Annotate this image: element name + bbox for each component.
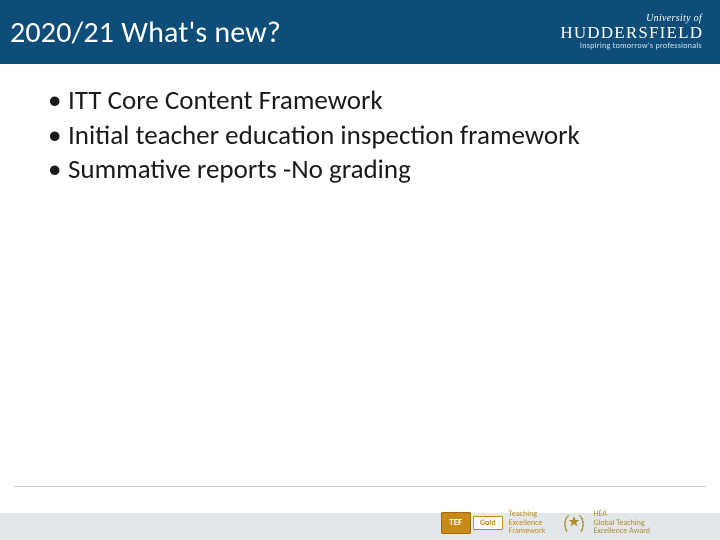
logo-wordmark: HUDDERSFIELD xyxy=(560,24,702,42)
laurel-icon xyxy=(561,510,587,536)
tef-text: Teaching Excellence Framework xyxy=(509,510,546,535)
bullet-list: ITT Core Content Framework Initial teach… xyxy=(48,84,692,188)
tef-gold-label: Gold xyxy=(473,516,503,530)
hea-badge: HEA Global Teaching Excellence Award xyxy=(561,510,650,536)
hea-text: HEA Global Teaching Excellence Award xyxy=(593,510,650,535)
header-bar: 2020/21 What's new? University of HUDDER… xyxy=(0,0,720,64)
list-item: Summative reports -No grading xyxy=(48,153,692,188)
page-title: 2020/21 What's new? xyxy=(10,14,281,51)
university-logo: University of HUDDERSFIELD Inspiring tom… xyxy=(560,14,702,51)
tef-box-icon: TEF xyxy=(441,512,471,534)
slide-body: ITT Core Content Framework Initial teach… xyxy=(0,64,720,540)
logo-tagline: Inspiring tomorrow's professionals xyxy=(560,42,702,50)
footer-divider xyxy=(14,486,706,487)
footer-badges: TEF Gold Teaching Excellence Framework xyxy=(441,510,650,536)
tef-badge: TEF Gold Teaching Excellence Framework xyxy=(441,510,546,535)
list-item: ITT Core Content Framework xyxy=(48,84,692,119)
list-item: Initial teacher education inspection fra… xyxy=(48,119,692,154)
slide: 2020/21 What's new? University of HUDDER… xyxy=(0,0,720,540)
footer: TEF Gold Teaching Excellence Framework xyxy=(0,486,720,540)
